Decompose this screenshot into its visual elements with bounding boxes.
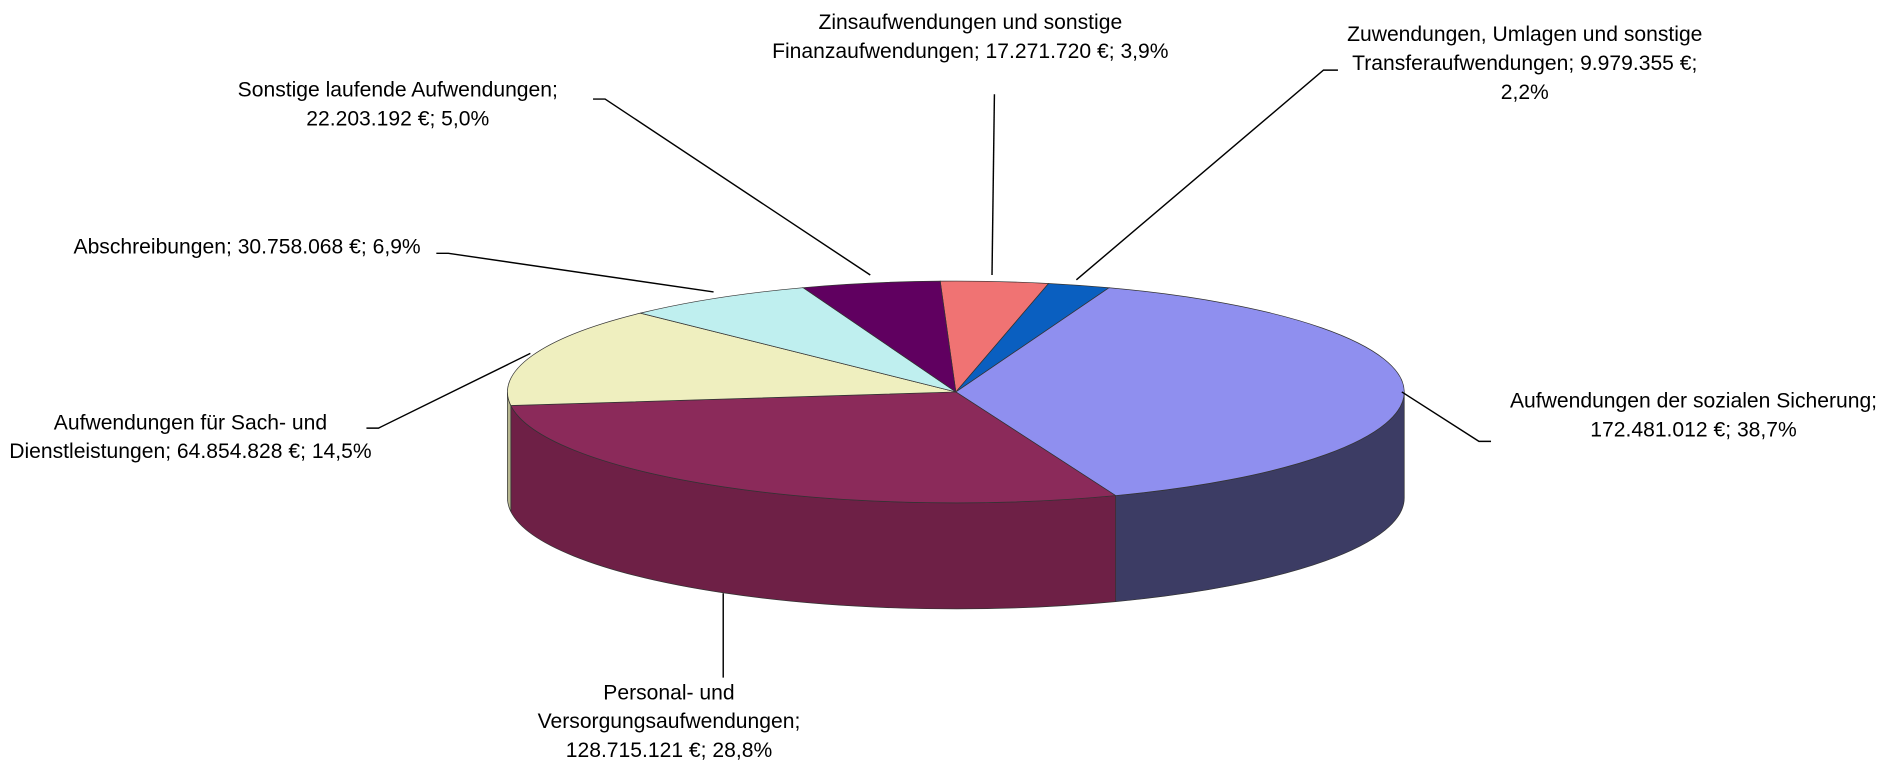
category-name: Personal- und Versorgungsaufwendungen <box>537 680 795 734</box>
leader-line <box>593 98 871 276</box>
pie-slice <box>510 391 1117 504</box>
separator: ; <box>1568 50 1581 75</box>
data-label: Sonstige laufende Aufwendungen; 22.203.1… <box>199 75 597 133</box>
label-text: Sonstige laufende Aufwendungen; 22.203.1… <box>199 75 597 133</box>
leader-line <box>1075 69 1338 281</box>
label-text: Aufwendungen der sozialen Sicherung; 172… <box>1495 386 1890 444</box>
data-label: Abschreibungen; 30.758.068 €; 6,9% <box>60 232 434 261</box>
data-label: Aufwendungen für Sach- und Dienstleistun… <box>0 408 383 466</box>
separator: ; <box>165 438 177 464</box>
label-text: Zinsaufwendungen und sonstige Finanzaufw… <box>747 7 1193 65</box>
value-label: 128.715.121 € <box>565 737 701 761</box>
value-label: 17.271.720 € <box>985 38 1109 63</box>
label-text: Personal- und Versorgungsaufwendungen; 1… <box>500 678 838 761</box>
pie-side <box>507 391 512 512</box>
value-label: 30.758.068 € <box>237 234 361 259</box>
separator: ; <box>1725 417 1737 442</box>
separator: ; <box>1871 388 1878 413</box>
percentage-label: 28,8% <box>712 737 773 761</box>
leader-line <box>436 252 714 293</box>
value-label: 172.481.012 € <box>1590 417 1726 442</box>
category-name: Aufwendungen der sozialen Sicherung <box>1509 388 1872 413</box>
separator: ; <box>973 38 986 63</box>
value-label: 64.854.828 € <box>176 438 301 464</box>
data-label: Personal- und Versorgungsaufwendungen; 1… <box>500 678 838 761</box>
pie-slice <box>507 312 956 406</box>
separator: ; <box>225 234 238 259</box>
percentage-label: 6,9% <box>372 234 421 259</box>
percentage-label: 38,7% <box>1736 417 1797 442</box>
label-text: Abschreibungen; 30.758.068 €; 6,9% <box>60 232 434 261</box>
value-label: 22.203.192 € <box>306 106 430 131</box>
pie-slice <box>640 287 957 393</box>
category-name: Zinsaufwendungen und sonstige Finanzaufw… <box>772 9 1123 63</box>
category-name: Aufwendungen für Sach- und Dienstleistun… <box>9 410 328 464</box>
leader-line <box>366 352 531 429</box>
value-label: 9.979.355 € <box>1580 50 1692 75</box>
leader-line <box>1401 391 1492 443</box>
separator: ; <box>794 708 801 734</box>
leader-line <box>991 94 996 276</box>
separator: ; <box>360 234 373 259</box>
separator: ; <box>551 77 558 102</box>
separator: ; <box>1691 50 1698 75</box>
percentage-label: 14,5% <box>311 438 372 464</box>
percentage-label: 3,9% <box>1120 38 1169 63</box>
category-name: Sonstige laufende Aufwendungen <box>237 77 552 102</box>
data-label: Aufwendungen der sozialen Sicherung; 172… <box>1495 386 1890 444</box>
separator: ; <box>700 737 713 761</box>
category-name: Abschreibungen <box>73 234 226 259</box>
pie-slice <box>802 280 957 393</box>
data-label: Zuwendungen, Umlagen und sonstige Transf… <box>1344 19 1706 106</box>
category-name: Zuwendungen, Umlagen und sonstige Transf… <box>1347 21 1703 75</box>
percentage-label: 5,0% <box>441 106 490 131</box>
pie-slice <box>955 287 1405 496</box>
separator: ; <box>300 438 312 464</box>
label-text: Zuwendungen, Umlagen und sonstige Transf… <box>1344 19 1706 106</box>
percentage-label: 2,2% <box>1500 79 1549 104</box>
label-text: Aufwendungen für Sach- und Dienstleistun… <box>0 408 383 466</box>
separator: ; <box>1108 38 1121 63</box>
separator: ; <box>429 106 442 131</box>
data-label: Zinsaufwendungen und sonstige Finanzaufw… <box>747 7 1193 65</box>
